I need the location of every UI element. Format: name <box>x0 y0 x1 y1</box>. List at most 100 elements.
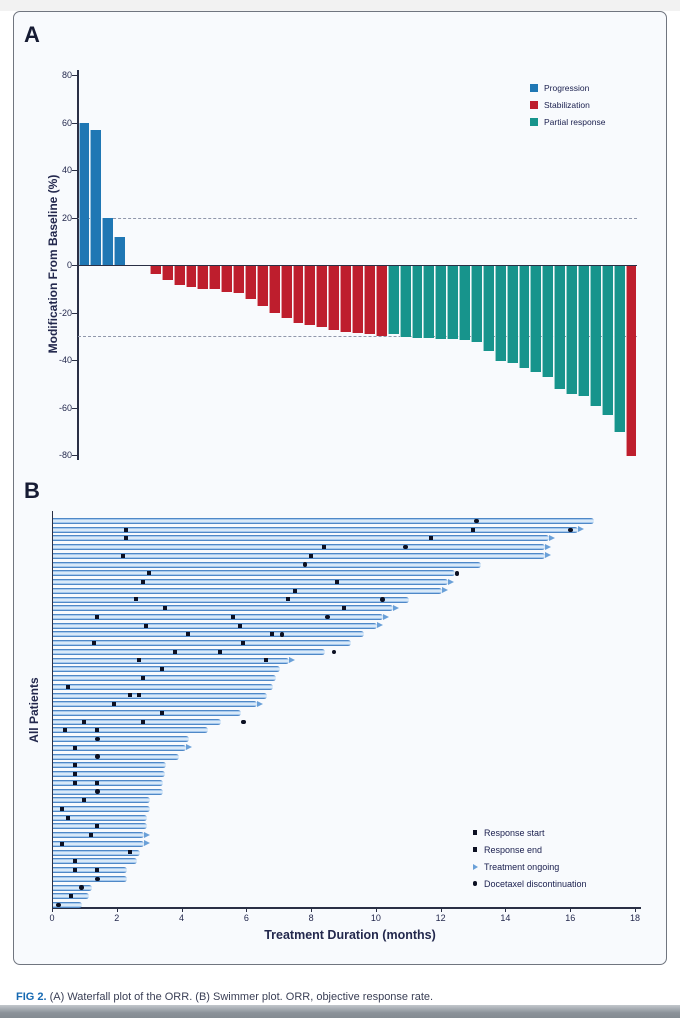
y-tick-mark <box>72 265 77 266</box>
response-end-marker <box>160 667 165 672</box>
x-tick-mark <box>635 908 636 912</box>
reference-line <box>78 336 637 338</box>
swimmer-x-axis-line <box>51 907 641 909</box>
swimmer-bar <box>53 753 180 760</box>
swimmer-bar <box>53 736 190 743</box>
response-end-marker <box>341 606 346 611</box>
legend-label: Response start <box>484 827 545 838</box>
y-tick-mark <box>72 170 77 171</box>
response-start-marker <box>143 623 148 628</box>
legend-label: Partial response <box>544 116 606 127</box>
y-tick-label: 0 <box>66 260 72 270</box>
response-start-marker <box>82 719 87 724</box>
x-tick-mark <box>181 908 183 912</box>
x-tick-label: 16 <box>565 913 576 923</box>
x-tick-mark <box>505 908 507 912</box>
docetaxel-discontinuation-marker <box>79 885 84 890</box>
legend-item-docetaxel-discontinuation: Docetaxel discontinuation <box>470 875 587 892</box>
swimmer-bar <box>53 683 274 690</box>
waterfall-bar <box>613 265 625 432</box>
response-start-marker <box>163 606 168 611</box>
waterfall-bar <box>292 265 304 323</box>
legend-label: Docetaxel discontinuation <box>484 878 587 889</box>
x-tick-mark <box>375 908 377 912</box>
treatment-ongoing-arrow-icon <box>257 700 264 707</box>
response-end-marker <box>95 824 100 829</box>
response-end-marker <box>286 597 291 602</box>
response-start-marker <box>95 614 100 619</box>
y-tick-label: 20 <box>61 212 72 223</box>
x-tick-label: 0 <box>49 913 55 923</box>
swimmer-legend: Response start Response end Treatment on… <box>470 824 587 892</box>
x-tick-label: 18 <box>629 913 640 923</box>
waterfall-bar <box>304 265 316 325</box>
x-tick-mark <box>311 908 313 912</box>
x-tick-mark <box>52 908 53 912</box>
docetaxel-discontinuation-marker <box>95 789 100 794</box>
waterfall-bar <box>459 265 470 341</box>
docetaxel-discontinuation-marker <box>474 518 479 524</box>
docetaxel-discontinuation-marker <box>380 597 385 602</box>
swimmer-bar <box>53 788 164 795</box>
figure-caption: FIG 2. (A) Waterfall plot of the ORR. (B… <box>16 991 636 1003</box>
waterfall-bar <box>173 265 185 285</box>
swimmer-y-axis-title: All Patients <box>27 677 41 743</box>
swimmer-bar <box>53 797 151 804</box>
treatment-ongoing-arrow-icon <box>289 657 296 664</box>
waterfall-bar <box>589 265 601 406</box>
y-tick-label: 40 <box>61 165 72 175</box>
waterfall-bar <box>399 265 411 337</box>
swimmer-bar <box>53 570 455 577</box>
response-start-marker <box>59 806 64 811</box>
waterfall-bar <box>387 265 399 335</box>
response-start-marker <box>72 859 77 864</box>
response-start-marker <box>186 632 191 637</box>
treatment-ongoing-arrow-icon <box>441 587 448 594</box>
waterfall-bar <box>566 265 578 394</box>
legend-item-response-end: Response end <box>470 841 587 858</box>
swimmer-bar <box>53 648 326 655</box>
x-tick-mark <box>246 908 248 912</box>
x-tick-mark <box>570 908 572 912</box>
waterfall-bar <box>256 265 268 306</box>
waterfall-bar <box>578 265 589 397</box>
x-tick-label: 10 <box>370 913 381 923</box>
waterfall-bar <box>90 129 102 265</box>
swimmer-bar <box>53 552 546 559</box>
response-end-marker <box>88 832 93 837</box>
waterfall-bar <box>209 265 221 290</box>
docetaxel-discontinuation-marker <box>241 719 246 725</box>
swimmer-bar <box>53 762 167 769</box>
waterfall-bar <box>185 265 197 287</box>
swimmer-bar <box>53 640 351 647</box>
waterfall-bar <box>506 265 518 363</box>
response-end-marker <box>263 658 268 663</box>
response-start-marker <box>124 527 129 532</box>
caption-figure-number: FIG 2. <box>16 991 47 1003</box>
docetaxel-discontinuation-marker <box>95 754 100 759</box>
treatment-ongoing-arrow-icon <box>376 622 383 629</box>
waterfall-y-axis-line <box>77 70 79 460</box>
response-start-marker <box>72 771 77 776</box>
response-start-marker <box>127 693 132 698</box>
waterfall-bar <box>554 265 566 389</box>
treatment-ongoing-arrow-icon <box>143 840 150 847</box>
docetaxel-discontinuation-marker <box>325 614 330 620</box>
waterfall-bar <box>161 265 173 280</box>
treatment-ongoing-arrow-icon <box>383 613 390 620</box>
swimmer-bar <box>53 561 481 568</box>
response-start-marker <box>66 684 71 689</box>
swimmer-bar <box>53 526 578 533</box>
swimmer-x-axis-title: Treatment Duration (months) <box>264 928 436 942</box>
y-tick-mark <box>72 217 77 219</box>
swimmer-bar <box>53 849 141 856</box>
swimmer-bar <box>53 840 144 847</box>
response-start-marker <box>72 867 77 872</box>
legend-label: Progression <box>544 82 590 93</box>
swimmer-bar <box>53 744 186 751</box>
response-end-marker <box>95 728 100 733</box>
response-end-marker <box>237 623 242 628</box>
waterfall-bar <box>363 265 375 335</box>
waterfall-bar <box>149 265 161 274</box>
swimmer-bar <box>53 518 594 524</box>
